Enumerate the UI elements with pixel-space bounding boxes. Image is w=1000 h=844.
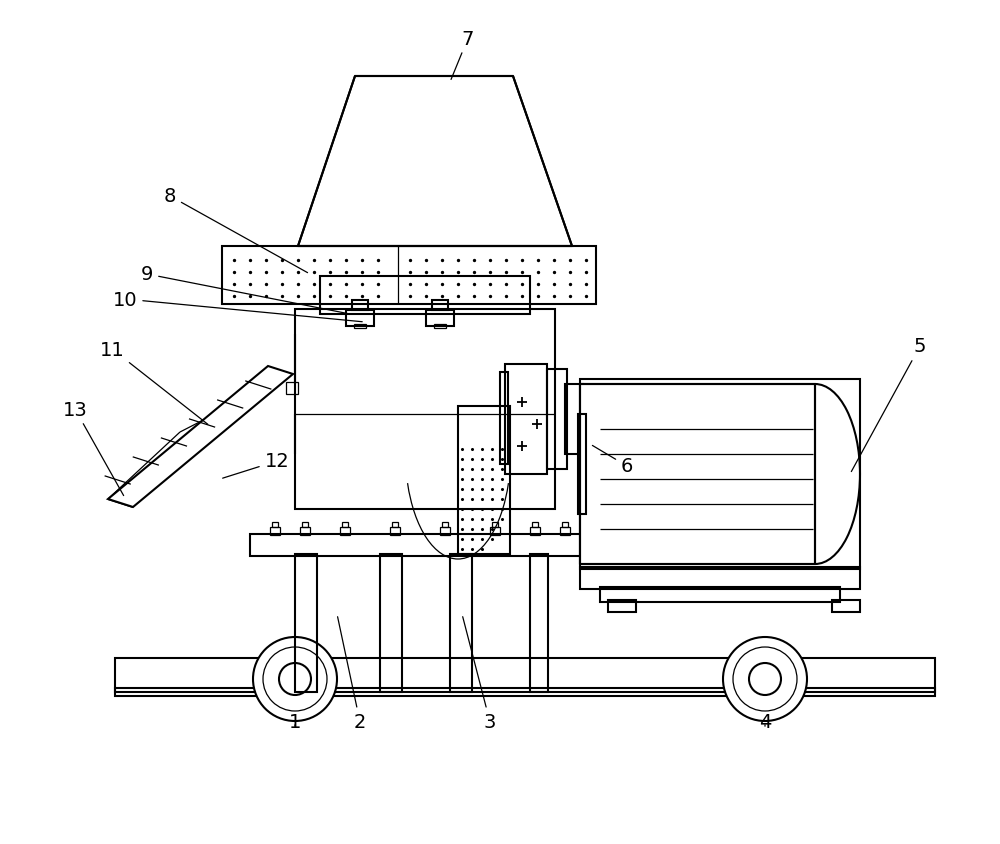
Bar bbox=[295, 555, 317, 692]
Bar bbox=[300, 528, 310, 535]
Bar bbox=[222, 246, 596, 305]
Polygon shape bbox=[108, 366, 293, 507]
Bar bbox=[432, 300, 448, 311]
Bar bbox=[580, 380, 860, 570]
Bar bbox=[458, 407, 510, 555]
Text: 13: 13 bbox=[63, 400, 124, 496]
Bar bbox=[426, 311, 454, 327]
Bar bbox=[560, 528, 570, 535]
Bar bbox=[302, 522, 308, 528]
Bar bbox=[390, 528, 400, 535]
Bar bbox=[608, 600, 636, 612]
Polygon shape bbox=[298, 77, 572, 246]
Bar bbox=[530, 528, 540, 535]
Bar bbox=[500, 372, 508, 464]
Bar bbox=[320, 277, 530, 315]
Circle shape bbox=[253, 637, 337, 721]
Bar bbox=[440, 528, 450, 535]
Text: 8: 8 bbox=[164, 187, 308, 273]
Bar bbox=[295, 310, 555, 510]
Bar bbox=[250, 534, 620, 556]
Bar bbox=[346, 311, 374, 327]
Bar bbox=[565, 385, 583, 454]
Bar bbox=[580, 385, 815, 565]
Circle shape bbox=[733, 647, 797, 711]
Bar bbox=[442, 522, 448, 528]
Bar bbox=[490, 528, 500, 535]
Bar bbox=[434, 325, 446, 328]
Bar bbox=[547, 370, 567, 469]
Bar bbox=[578, 414, 586, 514]
Bar bbox=[562, 522, 568, 528]
Circle shape bbox=[279, 663, 311, 695]
Bar bbox=[272, 522, 278, 528]
Bar bbox=[115, 688, 935, 696]
Bar bbox=[392, 522, 398, 528]
Text: 10: 10 bbox=[113, 290, 362, 322]
Bar bbox=[492, 522, 498, 528]
Circle shape bbox=[723, 637, 807, 721]
Text: 4: 4 bbox=[759, 712, 771, 732]
Bar bbox=[352, 300, 368, 311]
Bar bbox=[505, 365, 547, 474]
Text: 2: 2 bbox=[338, 617, 366, 732]
Text: 6: 6 bbox=[592, 446, 633, 476]
Circle shape bbox=[263, 647, 327, 711]
Bar bbox=[286, 382, 298, 394]
Text: 5: 5 bbox=[851, 337, 926, 472]
Bar bbox=[530, 555, 548, 692]
Bar bbox=[380, 555, 402, 692]
Bar bbox=[270, 528, 280, 535]
Bar bbox=[354, 325, 366, 328]
Bar bbox=[340, 528, 350, 535]
Bar bbox=[532, 522, 538, 528]
Text: 3: 3 bbox=[463, 617, 496, 732]
Bar bbox=[450, 555, 472, 692]
Bar bbox=[600, 587, 840, 603]
Bar bbox=[580, 567, 860, 589]
Bar bbox=[342, 522, 348, 528]
Text: 12: 12 bbox=[223, 452, 289, 479]
Bar bbox=[832, 600, 860, 612]
Bar bbox=[115, 658, 935, 692]
Text: 11: 11 bbox=[100, 340, 208, 425]
Circle shape bbox=[749, 663, 781, 695]
Text: 7: 7 bbox=[451, 30, 474, 80]
Text: 1: 1 bbox=[289, 712, 301, 732]
Text: 9: 9 bbox=[141, 265, 347, 314]
